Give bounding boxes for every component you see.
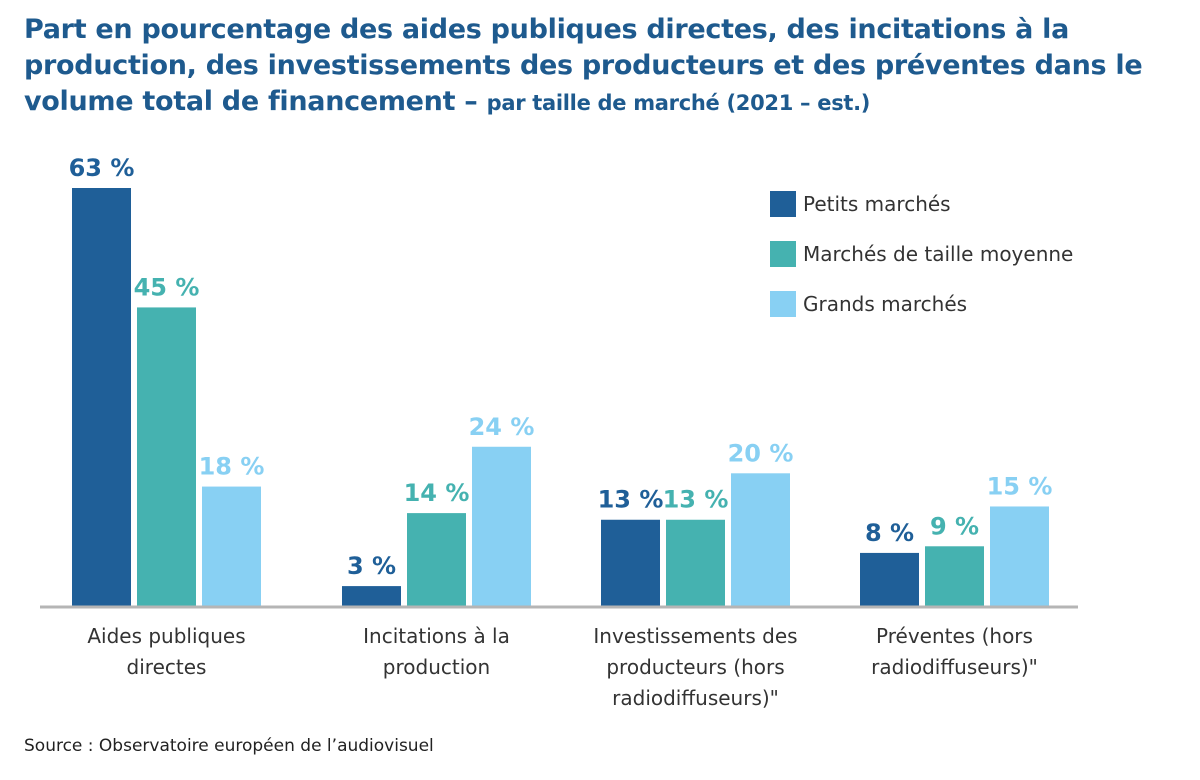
value-label-small-2: 13 % [598, 486, 664, 514]
category-label-3-1: radiodiffuseurs)" [871, 655, 1038, 679]
bar-small-2 [601, 519, 660, 606]
bar-small-3 [860, 552, 919, 606]
legend-swatch-large [770, 291, 796, 317]
category-label-2-2: radiodiffuseurs)" [612, 686, 779, 710]
bar-medium-1 [407, 513, 466, 606]
bar-chart: 63 % 3 % 13 % 8 % 45 % 14 % 13 % 9 % 18 % 24 % 20 … [40, 154, 1078, 710]
category-label-0-1: directes [127, 655, 207, 679]
chart-title: Part en pourcentage des aides publiques … [24, 12, 1194, 121]
bar-small-1 [342, 586, 401, 606]
source-note: Source : Observatoire européen de l’audi… [24, 736, 434, 756]
category-label-1-1: production [383, 655, 490, 679]
legend-label-medium: Marchés de taille moyenne [803, 242, 1073, 266]
value-label-small-1: 3 % [347, 552, 396, 580]
legend-label-large: Grands marchés [803, 292, 967, 316]
value-label-medium-3: 9 % [930, 512, 979, 540]
category-label-0-0: Aides publiques [87, 624, 245, 648]
value-label-small-0: 63 % [69, 154, 135, 182]
value-label-large-2: 20 % [728, 439, 794, 467]
legend-label-small: Petits marchés [803, 192, 951, 216]
value-label-large-0: 18 % [199, 453, 265, 481]
bar-medium-2 [666, 519, 725, 606]
category-label-1-0: Incitations à la [363, 624, 510, 648]
value-label-medium-1: 14 % [404, 479, 470, 507]
bar-large-0 [202, 486, 261, 606]
legend-swatch-small [770, 191, 796, 217]
category-label-2-0: Investissements des [593, 624, 797, 648]
bar-large-3 [990, 506, 1049, 606]
value-label-small-3: 8 % [865, 519, 914, 547]
legend-swatch-medium [770, 241, 796, 267]
chart-title-main: Part en pourcentage des aides publiques … [24, 14, 1143, 117]
value-label-large-3: 15 % [987, 472, 1053, 500]
bar-large-1 [472, 446, 531, 606]
bar-medium-3 [925, 546, 984, 606]
value-label-medium-2: 13 % [663, 486, 729, 514]
bar-medium-0 [137, 307, 196, 606]
category-label-2-1: producteurs (hors [606, 655, 784, 679]
bar-large-2 [731, 473, 790, 606]
value-label-large-1: 24 % [469, 413, 535, 441]
chart-subtitle: par taille de marché (2021 – est.) [486, 91, 871, 115]
bar-small-0 [72, 188, 131, 606]
value-label-medium-0: 45 % [134, 273, 200, 301]
category-label-3-0: Préventes (hors [876, 624, 1033, 648]
